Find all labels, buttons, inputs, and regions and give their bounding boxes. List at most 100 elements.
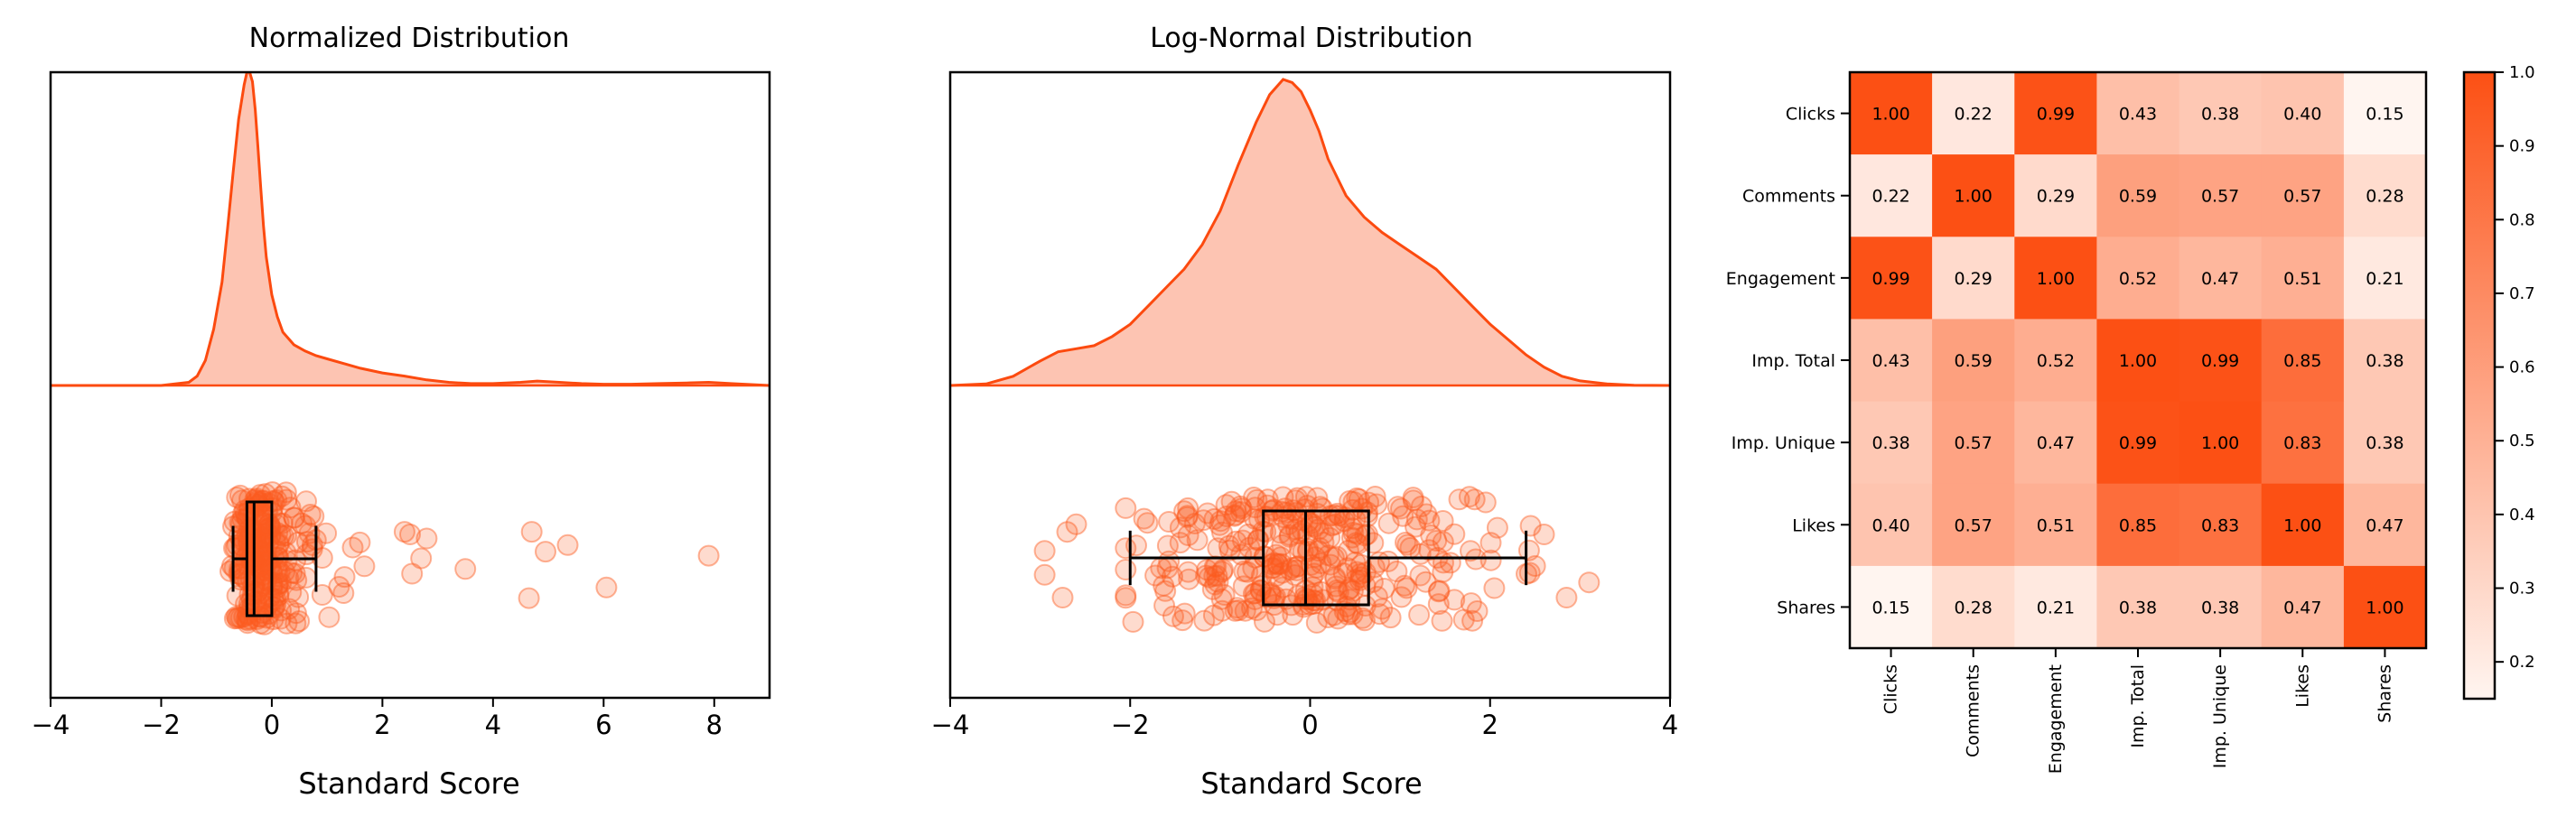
heatmap-value-label: 0.28: [2366, 187, 2403, 207]
scatter-point: [1310, 580, 1332, 603]
scatter-point: [1386, 561, 1408, 582]
scatter-point: [268, 561, 291, 584]
box-iqr: [245, 500, 274, 617]
scatter-point: [1232, 529, 1254, 552]
scatter-point: [259, 524, 282, 546]
heatmap-value-label: 0.99: [2119, 433, 2157, 453]
scatter-point: [1302, 576, 1324, 599]
x-tick-label: 0: [1302, 710, 1318, 740]
heatmap-value-label: 0.57: [2283, 187, 2321, 207]
scatter-point: [1212, 559, 1234, 581]
x-tick-label: 0: [264, 710, 280, 740]
heatmap-cell: [2014, 565, 2097, 649]
scatter-point: [1255, 586, 1277, 608]
heatmap-cell: [2343, 565, 2427, 649]
scatter-point: [1349, 562, 1372, 585]
scatter-point: [1486, 516, 1508, 539]
scatter-point: [267, 581, 289, 604]
scatter-point: [1171, 609, 1194, 632]
plot-area: [51, 72, 770, 636]
scatter-point: [1195, 564, 1218, 587]
scatter-point: [1205, 555, 1227, 578]
scatter-point: [1371, 598, 1394, 620]
scatter-point: [1144, 564, 1167, 587]
scatter-point: [1269, 546, 1292, 569]
heatmap-cell: [2261, 401, 2345, 485]
scatter-point: [1203, 507, 1226, 530]
scatter-point: [1271, 534, 1293, 556]
scatter-point: [249, 612, 272, 635]
scatter-point: [1153, 594, 1176, 617]
scatter-point: [1156, 534, 1179, 557]
boxplot: [231, 500, 318, 617]
heatmap-cell: [2014, 154, 2097, 237]
scatter-point: [1432, 561, 1454, 583]
density-line: [950, 78, 1670, 387]
scatter-point: [1237, 524, 1259, 545]
scatter-point: [1344, 569, 1367, 591]
scatter-point: [1325, 575, 1348, 598]
scatter-point: [349, 531, 371, 553]
scatter-point: [258, 557, 281, 580]
scatter-point: [1177, 561, 1199, 583]
scatter-point: [1474, 491, 1497, 514]
scatter-point: [1178, 568, 1200, 590]
heatmap-row-label: Engagement: [1726, 269, 1835, 289]
scatter-point: [1158, 550, 1181, 572]
scatter-point: [219, 560, 241, 582]
scatter-point: [1202, 604, 1225, 626]
scatter-point: [1415, 503, 1438, 525]
heatmap-column-label: Imp. Unique: [2210, 664, 2230, 768]
scatter-point: [1286, 487, 1309, 509]
colorbar-tick-label: 0.5: [2509, 432, 2535, 450]
scatter-point: [1366, 493, 1388, 515]
scatter-point: [1197, 502, 1218, 524]
scatter-point: [1297, 524, 1319, 547]
heatmap-cell: [2343, 154, 2427, 237]
scatter-point: [257, 593, 280, 616]
heatmap-value-label: 0.43: [1871, 351, 1909, 371]
heatmap-value-label: 0.85: [2119, 515, 2157, 535]
scatter-point: [1366, 586, 1388, 608]
scatter-point: [1115, 497, 1137, 519]
scatter-point: [1517, 539, 1540, 561]
heatmap-value-label: 0.83: [2283, 433, 2321, 453]
scatter-point: [267, 584, 290, 607]
scatter-point: [1193, 609, 1216, 632]
scatter-point: [1229, 501, 1252, 524]
heatmap-cell: [2014, 401, 2097, 485]
heatmap-value-label: 0.40: [1871, 515, 1909, 535]
x-tick-label: 4: [1662, 710, 1678, 740]
scatter-point: [1354, 574, 1377, 597]
scatter-point: [246, 608, 268, 630]
scatter-point: [1410, 496, 1433, 517]
scatter-point: [287, 586, 310, 608]
colorbar: [2462, 70, 2497, 701]
scatter-point: [1283, 564, 1306, 586]
scatter-point: [518, 587, 540, 609]
scatter-point: [1281, 507, 1302, 530]
scatter-point: [1196, 559, 1218, 581]
heatmap-value-label: 0.47: [2366, 515, 2403, 535]
scatter-point: [263, 546, 285, 569]
scatter-point: [332, 582, 355, 604]
scatter-point: [415, 527, 438, 550]
heatmap-cell: [2179, 401, 2263, 485]
heatmap-cell: [1932, 401, 2015, 485]
scatter-point: [1223, 505, 1246, 527]
scatter-point: [257, 517, 280, 540]
chart-title: Normalized Distribution: [249, 23, 570, 54]
scatter-point: [283, 506, 305, 529]
scatter-point: [1443, 523, 1466, 545]
scatter-point: [1133, 507, 1155, 530]
heatmap-cell: [1850, 565, 1933, 649]
scatter-point: [1192, 509, 1215, 532]
scatter-point: [1201, 578, 1224, 600]
box-iqr: [1262, 509, 1370, 607]
scatter-point: [1311, 497, 1333, 520]
scatter-point: [298, 522, 321, 544]
scatter-point: [1432, 531, 1454, 553]
scatter-point: [1402, 487, 1424, 509]
colorbar-tick-label: 0.4: [2509, 506, 2535, 524]
